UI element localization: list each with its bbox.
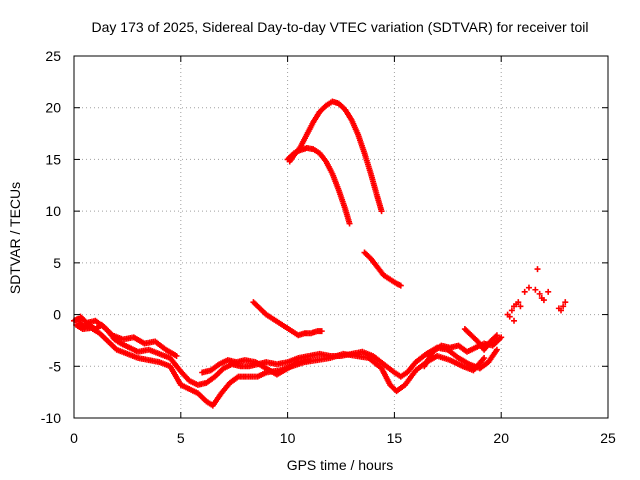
data-point xyxy=(318,328,325,335)
x-tick-label: 10 xyxy=(280,430,296,446)
data-point xyxy=(493,346,500,353)
data-point xyxy=(517,303,524,310)
data-point xyxy=(346,220,353,227)
plot-frame xyxy=(73,55,609,419)
data-point xyxy=(508,307,515,314)
data-layer xyxy=(71,98,569,409)
chart-title: Day 173 of 2025, Sidereal Day-to-day VTE… xyxy=(92,19,589,35)
x-tick-label: 20 xyxy=(493,430,509,446)
data-point xyxy=(515,299,522,306)
y-tick-label: -10 xyxy=(41,410,61,426)
y-tick-label: 0 xyxy=(53,307,61,323)
data-point xyxy=(506,313,513,320)
x-tick-label: 25 xyxy=(600,430,616,446)
y-tick-label: 25 xyxy=(45,48,61,64)
series-segment-descend xyxy=(361,249,404,289)
data-point xyxy=(545,288,552,295)
data-point xyxy=(534,266,541,273)
data-point xyxy=(173,352,180,359)
x-tick-label: 0 xyxy=(70,430,78,446)
tick-layer: 0 5 10 15 20 25 -10 -5 0 5 10 15 20 25 xyxy=(41,48,616,446)
series-scatter-late xyxy=(504,266,569,324)
y-tick-label: 5 xyxy=(53,255,61,271)
data-point xyxy=(378,208,385,215)
x-tick-label: 15 xyxy=(387,430,403,446)
x-axis-label: GPS time / hours xyxy=(287,457,394,473)
data-point xyxy=(481,355,488,362)
y-axis-label: SDTVAR / TECUs xyxy=(7,182,23,294)
series-arc-high xyxy=(286,98,385,215)
y-tick-label: 10 xyxy=(45,203,61,219)
data-point xyxy=(521,288,528,295)
series-track-early-b xyxy=(73,321,488,409)
data-point xyxy=(560,303,567,310)
data-point xyxy=(498,334,505,341)
series-track-early-c xyxy=(77,313,180,359)
y-tick-label: 20 xyxy=(45,100,61,116)
data-point xyxy=(555,305,562,312)
y-tick-label: 15 xyxy=(45,151,61,167)
x-tick-label: 5 xyxy=(177,430,185,446)
data-point xyxy=(536,290,543,297)
grid-layer xyxy=(74,56,608,418)
data-point xyxy=(540,297,547,304)
data-point xyxy=(397,282,404,289)
series-track-late-f xyxy=(461,326,500,353)
series-track-late-e xyxy=(421,334,505,370)
data-point xyxy=(525,284,532,291)
series-track-early-d xyxy=(199,357,312,378)
data-point xyxy=(493,332,500,339)
series-segment-rise xyxy=(250,299,325,339)
series-arc-mid xyxy=(284,145,353,227)
data-point xyxy=(305,357,312,364)
y-tick-label: -5 xyxy=(49,358,62,374)
data-point xyxy=(532,286,539,293)
data-point xyxy=(511,317,518,324)
data-point xyxy=(562,299,569,306)
